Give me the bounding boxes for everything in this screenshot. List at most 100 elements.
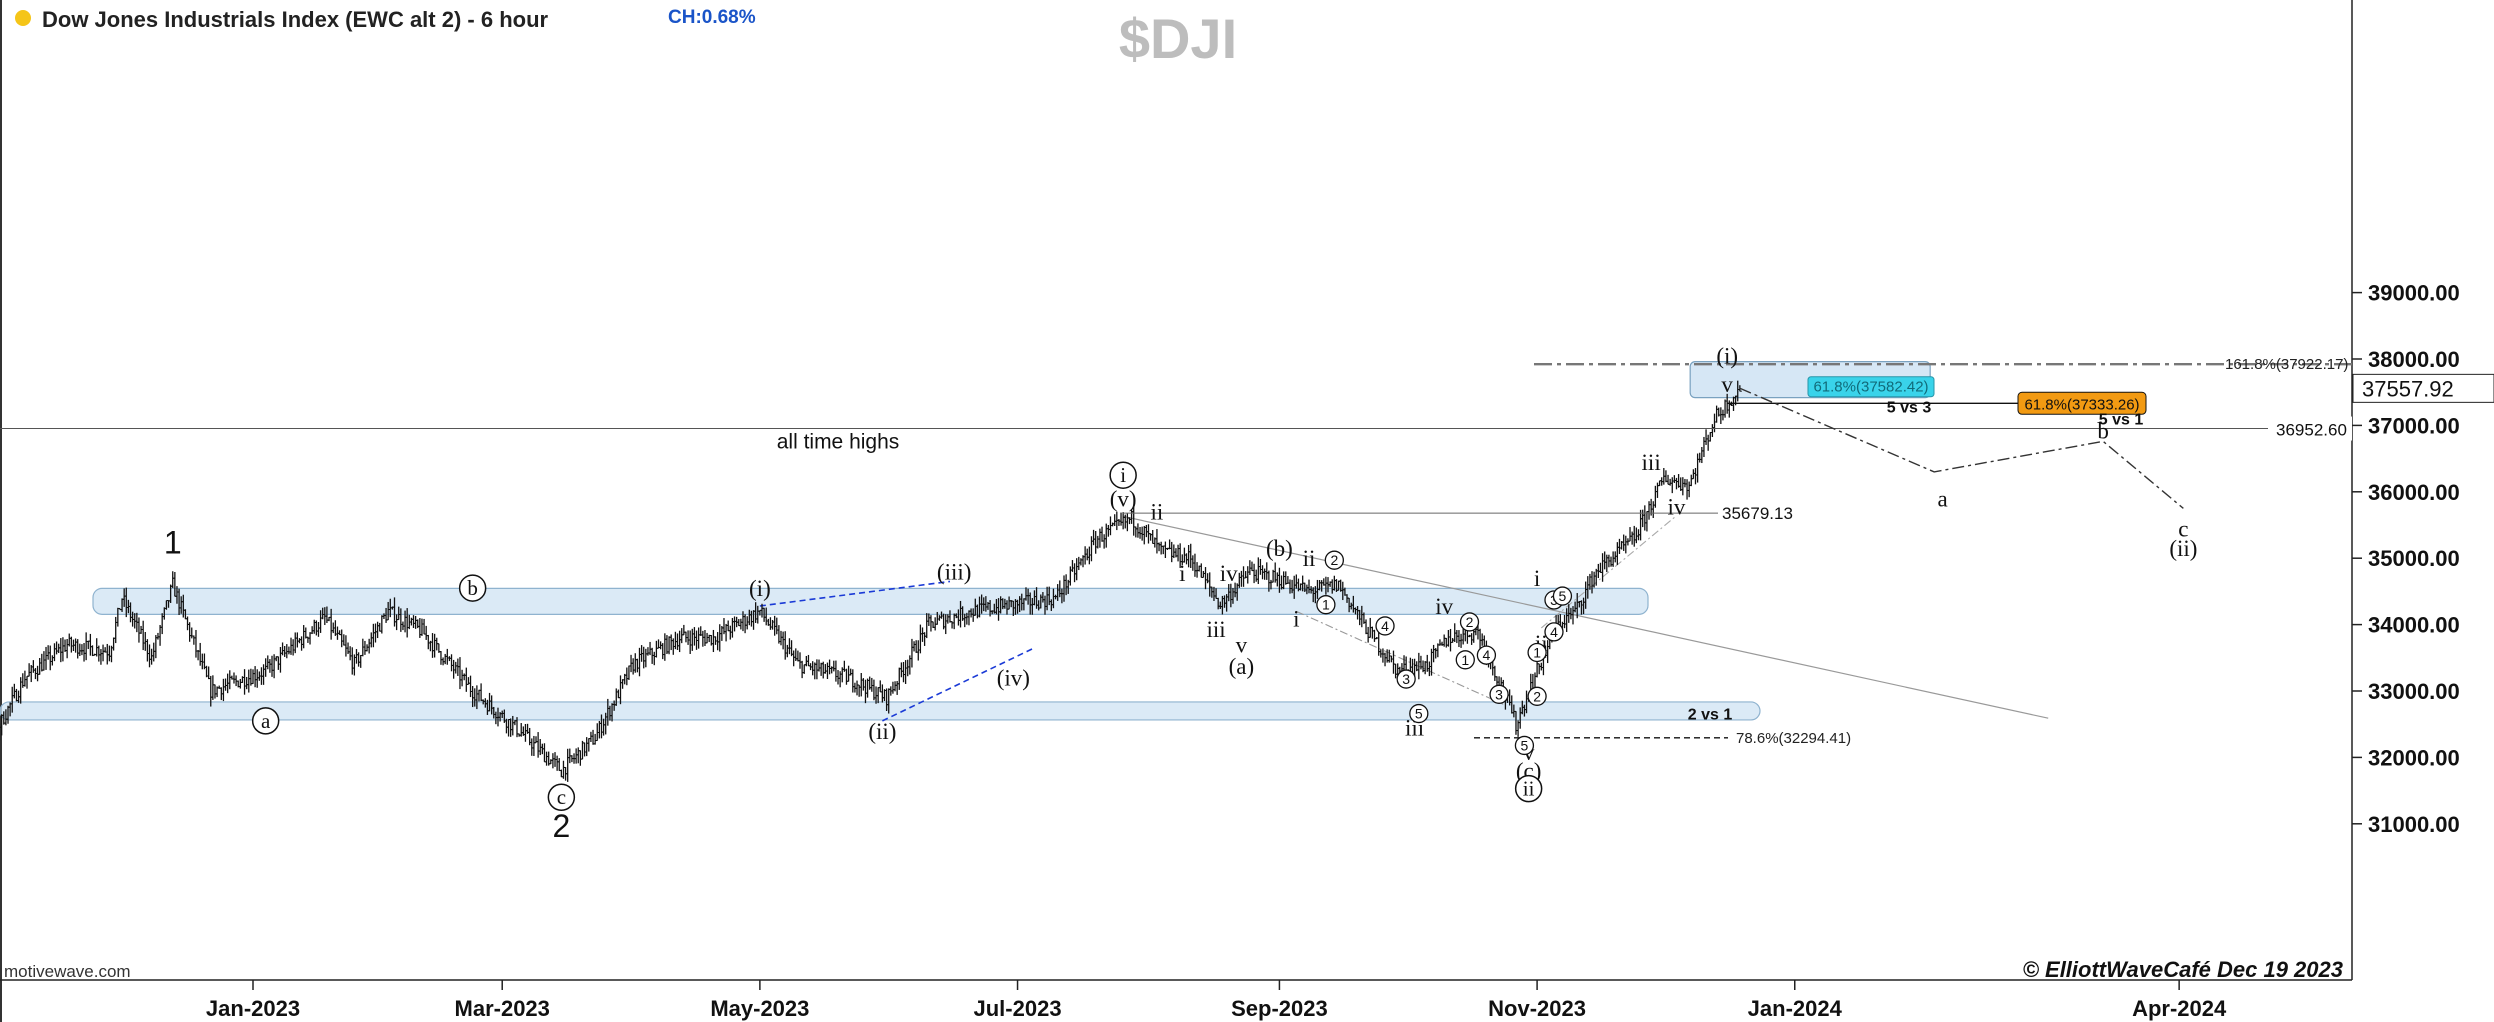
wave-label-small: 5 <box>1559 588 1567 604</box>
y-tick-label: 33000.00 <box>2368 679 2460 704</box>
wave-label-small-ring <box>1409 703 1429 724</box>
x-tick-label: Apr-2024 <box>2132 996 2227 1021</box>
wave-label-small-ring <box>1459 612 1480 632</box>
wave-label-small: 3 <box>1402 671 1410 687</box>
wave-label-large: 2 <box>552 808 570 844</box>
wave-label-small-ring <box>1527 642 1547 663</box>
five-vs-three-note: 5 vs 3 <box>1887 399 1932 416</box>
wave-label: (b) <box>1266 536 1293 561</box>
last-price-box <box>2352 373 2494 403</box>
wave-label-small-ring <box>1544 622 1564 642</box>
wave-label: i <box>1534 566 1540 591</box>
wave-label: v <box>1721 372 1733 397</box>
wave-label: (v) <box>1110 486 1137 511</box>
wave-label-small: 4 <box>1381 618 1389 634</box>
wave-label: iii <box>1642 450 1661 475</box>
wave-label-circled: c <box>557 785 566 809</box>
wave-label: iii <box>1206 617 1225 642</box>
y-tick-label: 39000.00 <box>2368 281 2460 306</box>
wave-label: iv <box>1668 494 1686 519</box>
wave-label: c <box>2178 516 2188 541</box>
wave-label-small: 1 <box>1461 652 1469 668</box>
fib-61-orange-label: 61.8%(37333.26) <box>2024 396 2139 413</box>
wave-label: ii <box>1151 500 1164 525</box>
wave-label-small: 5 <box>1415 706 1423 722</box>
wave-label-ring <box>1514 774 1543 803</box>
motivewave-watermark: motivewave.com <box>4 962 131 981</box>
wave-label-circled: b <box>467 576 478 600</box>
wave-label-small-ring <box>1489 684 1509 704</box>
last-price-label: 37557.92 <box>2362 376 2454 401</box>
fib-61-cyan-label: 61.8%(37582.42) <box>1813 379 1928 396</box>
wave-label: ii <box>1303 546 1316 571</box>
x-tick-label: Jul-2023 <box>974 996 1062 1021</box>
y-tick-label: 31000.00 <box>2368 812 2460 837</box>
wave-label: (i) <box>749 576 771 601</box>
wave-label-small-ring <box>1324 550 1344 570</box>
two-vs-one-note: 2 vs 1 <box>1688 707 1733 724</box>
y-tick-label: 32000.00 <box>2368 745 2460 770</box>
chart-title: Dow Jones Industrials Index (EWC alt 2) … <box>42 7 549 32</box>
fib-61-orange-box <box>2017 391 2147 415</box>
wave-label-small: 1 <box>1533 644 1541 660</box>
wave-label-small: 4 <box>1483 647 1491 663</box>
ath-value-label: 36952.60 <box>2276 421 2347 440</box>
wave-label-small: 2 <box>1533 688 1541 704</box>
fib-161-label: 161.8%(37922.17) <box>2225 356 2348 373</box>
all-time-highs-note: all time highs <box>777 431 900 454</box>
five-vs-one-note: 5 vs 1 <box>2099 412 2144 429</box>
wave-label-small-ring <box>1455 650 1475 670</box>
wave-label: (iii) <box>937 559 972 584</box>
wave-label: (ii) <box>2169 536 2197 561</box>
wave-label: iv <box>1220 561 1238 586</box>
copyright-notice: © ElliottWaveCafé Dec 19 2023 <box>2023 957 2343 982</box>
wave-label-small-ring <box>1476 645 1497 665</box>
x-tick-label: Mar-2023 <box>455 996 550 1021</box>
blue-channel-top <box>759 580 951 607</box>
symbol-watermark: $DJI <box>1119 7 1237 70</box>
y-tick-label: 37000.00 <box>2368 413 2460 438</box>
wave-label-ring <box>547 783 576 811</box>
wave-label-small-ring <box>1375 616 1395 636</box>
zone-lower <box>0 701 1761 721</box>
y-tick-label: 35000.00 <box>2368 546 2460 571</box>
x-tick-label: Sep-2023 <box>1231 996 1328 1021</box>
wave-labels: 12abc(i)(ii)(iii)(iv)(v)iiiiiiiivv(a)(b)… <box>164 344 2198 844</box>
x-tick-label: Jan-2023 <box>206 996 300 1021</box>
price-axis: 31000.00 32000.00 33000.00 34000.00 35000.00… <box>2352 281 2494 837</box>
wave-label: (iv) <box>997 666 1030 691</box>
prior-high-label: 35679.13 <box>1722 504 1793 523</box>
x-tick-label: Nov-2023 <box>1488 996 1586 1021</box>
wave-label-small-ring <box>1514 735 1535 756</box>
wave-label-small-ring <box>1396 669 1416 689</box>
wave-label-small: 2 <box>1466 614 1474 630</box>
wave-label-ring <box>251 707 280 735</box>
wave-label-small: 2 <box>1330 552 1338 568</box>
wave-label: a <box>1937 486 1947 511</box>
wave-label-small: 5 <box>1521 737 1529 753</box>
grey-downtrend-line <box>1123 515 2049 719</box>
wave-label: i <box>1293 607 1299 632</box>
change-readout: CH:0.68% <box>668 7 756 28</box>
wave-label: (ii) <box>868 719 896 744</box>
wave-label-small-ring <box>1316 595 1336 615</box>
price-bars <box>0 380 1742 782</box>
wave-label: (a) <box>1229 654 1255 679</box>
wave-label-large: 1 <box>164 525 182 561</box>
blue-channel-bottom <box>882 647 1035 722</box>
support-resistance-zones <box>0 361 1931 721</box>
wave-label-small-ring <box>1527 686 1547 706</box>
fib-786-label: 78.6%(32294.41) <box>1736 730 1851 747</box>
x-tick-label: Jan-2024 <box>1748 996 1843 1021</box>
wave-label-small: 1 <box>1322 597 1330 613</box>
ath-label-bg <box>2268 416 2352 441</box>
y-tick-label: 34000.00 <box>2368 613 2460 638</box>
wave-label: iv <box>1435 594 1453 619</box>
wave-label-circled: ii <box>1523 777 1535 801</box>
wave-label-circled: a <box>261 709 271 733</box>
wave-label-ring <box>1109 461 1137 489</box>
y-tick-label: 38000.00 <box>2368 347 2460 372</box>
grey-dashdot-line <box>1296 610 1504 705</box>
fib-61-cyan-box <box>1807 376 1935 398</box>
